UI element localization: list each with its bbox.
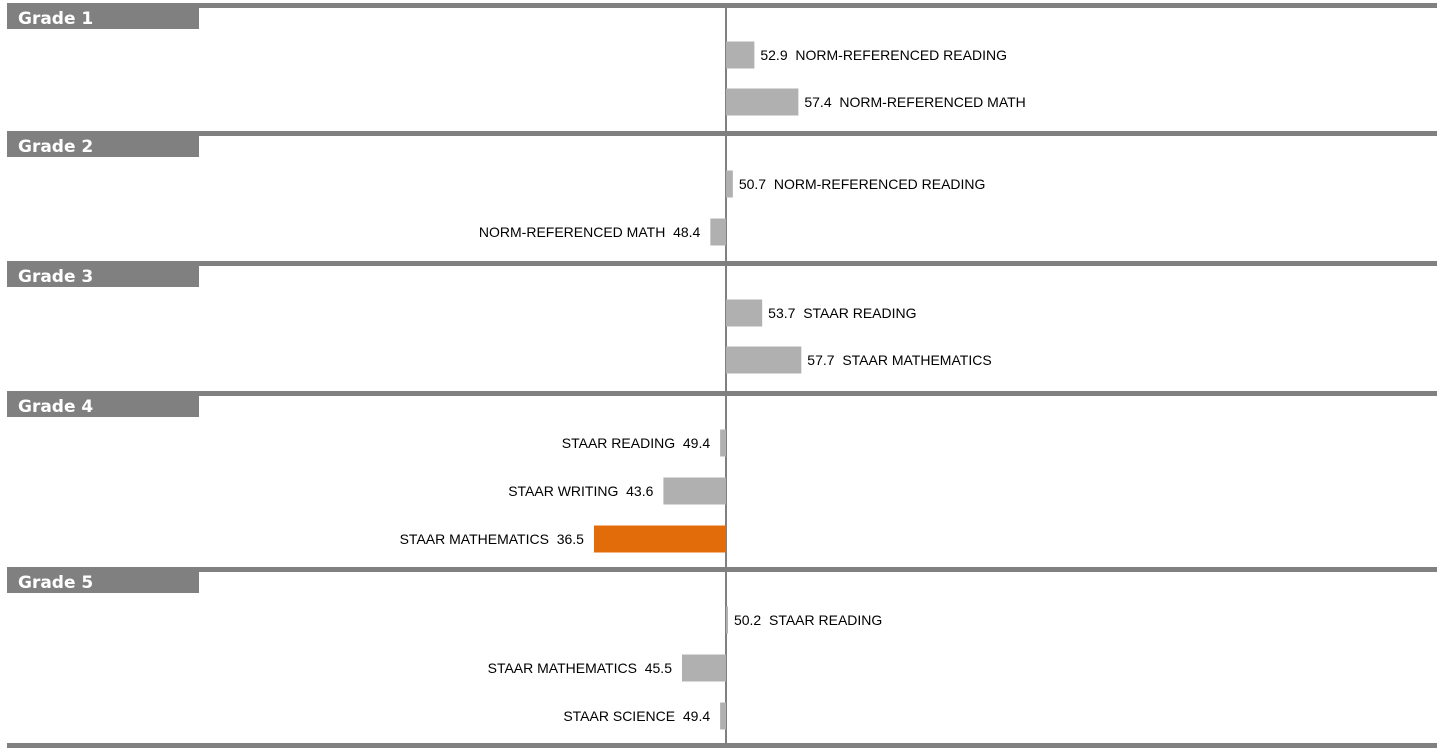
- bar-label: STAAR WRITING 43.6: [508, 483, 653, 499]
- group-header-label: Grade 1: [18, 9, 93, 29]
- bar: [681, 654, 726, 682]
- group-header-tab: [7, 263, 199, 287]
- bar-label: 50.7 NORM-REFERENCED READING: [739, 176, 986, 192]
- group-separator: [7, 3, 1437, 8]
- bar-label: 50.2 STAAR READING: [734, 612, 882, 628]
- group-header-tab: [7, 133, 199, 157]
- group-separator: [7, 391, 1437, 396]
- bar-label: STAAR MATHEMATICS 36.5: [400, 531, 585, 547]
- bar: [726, 606, 728, 634]
- group-header-label: Grade 4: [18, 397, 93, 417]
- group-header-tab: [7, 5, 199, 29]
- bar-label: NORM-REFERENCED MATH 48.4: [479, 224, 701, 240]
- bar-label: STAAR MATHEMATICS 45.5: [488, 660, 673, 676]
- bar-label: STAAR SCIENCE 49.4: [563, 708, 710, 724]
- bar: [720, 429, 726, 457]
- group-separator: [7, 743, 1437, 748]
- bar-label: 52.9 NORM-REFERENCED READING: [760, 47, 1007, 63]
- bar: [726, 170, 733, 198]
- bar: [726, 41, 755, 69]
- bar: [710, 218, 726, 246]
- bar: [726, 88, 799, 116]
- group-header-tab: [7, 569, 199, 593]
- bar: [726, 299, 763, 327]
- group-header-label: Grade 3: [18, 267, 93, 287]
- group-header-label: Grade 5: [18, 573, 93, 593]
- group-header-tab: [7, 393, 199, 417]
- bar-label: 57.4 NORM-REFERENCED MATH: [804, 94, 1025, 110]
- group-header-label: Grade 2: [18, 137, 93, 157]
- group-separator: [7, 261, 1437, 266]
- bar-label: 57.7 STAAR MATHEMATICS: [807, 352, 991, 368]
- group-separator: [7, 567, 1437, 572]
- bar: [720, 702, 726, 730]
- group-separator: [7, 131, 1437, 136]
- bar: [726, 346, 802, 374]
- bar: [663, 477, 726, 505]
- bar: [593, 525, 726, 553]
- bar-label: STAAR READING 49.4: [562, 435, 711, 451]
- bar-label: 53.7 STAAR READING: [768, 305, 916, 321]
